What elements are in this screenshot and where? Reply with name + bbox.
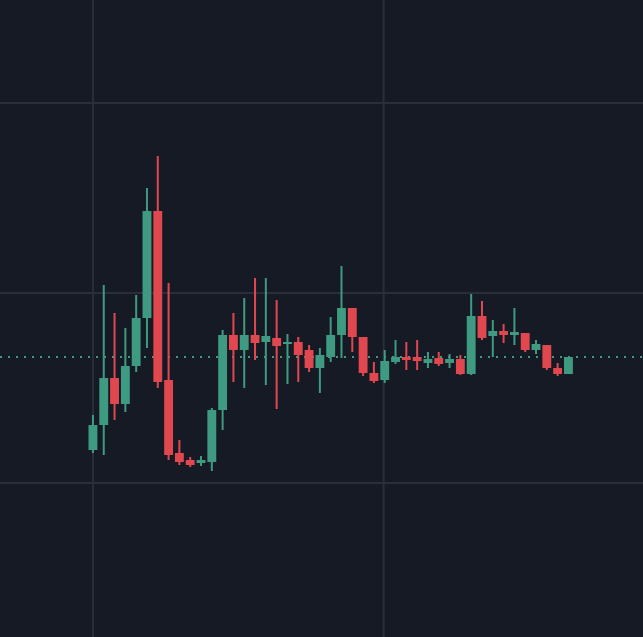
candle-body bbox=[272, 338, 282, 346]
candle-body bbox=[228, 335, 238, 350]
candle-body bbox=[304, 350, 314, 368]
candle-body bbox=[142, 211, 152, 318]
candle-body bbox=[131, 318, 141, 366]
candle-body bbox=[196, 460, 206, 463]
candle-body bbox=[466, 316, 476, 374]
candle-body bbox=[445, 359, 454, 363]
candle-body bbox=[401, 357, 411, 360]
candle-body bbox=[369, 373, 379, 381]
candle-body bbox=[326, 335, 336, 357]
candle-body bbox=[391, 357, 400, 362]
candle-body bbox=[218, 335, 228, 410]
candle-body bbox=[520, 333, 530, 350]
candle-body bbox=[477, 316, 487, 338]
candle-body bbox=[380, 361, 390, 380]
candle-body bbox=[99, 378, 109, 425]
candle-body bbox=[337, 308, 346, 335]
candle-body bbox=[174, 453, 184, 462]
candle-body bbox=[185, 460, 195, 465]
candle-body bbox=[164, 380, 174, 455]
candle-body bbox=[153, 211, 163, 382]
candle-body bbox=[283, 342, 292, 344]
candle-body bbox=[531, 344, 541, 350]
candle-body bbox=[120, 366, 130, 404]
candle-body bbox=[315, 355, 325, 368]
candle-body bbox=[110, 378, 119, 404]
candle-body bbox=[509, 332, 519, 335]
candle-body bbox=[347, 308, 357, 337]
candle-body bbox=[488, 331, 498, 336]
candle-body bbox=[455, 359, 465, 374]
candle-body bbox=[88, 425, 98, 450]
candle-body bbox=[423, 359, 433, 363]
candle-body bbox=[499, 331, 509, 335]
candle-body bbox=[207, 410, 217, 462]
candle-body bbox=[434, 358, 444, 364]
candle-body bbox=[412, 357, 422, 361]
candle-body bbox=[542, 345, 552, 368]
candle-body bbox=[293, 342, 303, 355]
candle-body bbox=[358, 337, 368, 373]
candle-body bbox=[250, 335, 260, 343]
candle-body bbox=[553, 368, 563, 374]
candle-body bbox=[239, 335, 249, 350]
candle-body bbox=[261, 336, 271, 342]
candle-body bbox=[564, 357, 573, 374]
